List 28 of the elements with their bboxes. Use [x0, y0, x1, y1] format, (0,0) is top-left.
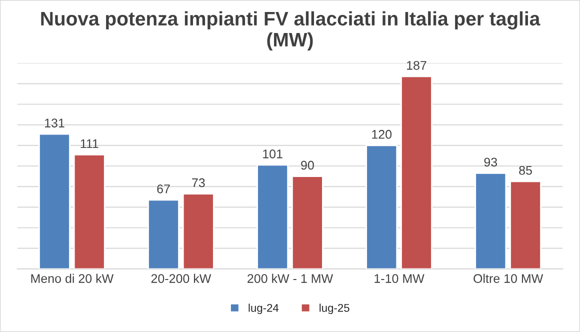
- bar: [366, 144, 398, 269]
- x-tick-label: 1-10 MW: [374, 274, 424, 283]
- chart-title: Nuova potenza impianti FV allacciati in Italia per taglia (MW): [41, 11, 540, 50]
- bar: [291, 176, 324, 269]
- legend-label: lug-25: [320, 304, 350, 314]
- x-tick-label: Meno di 20 kW: [31, 274, 114, 283]
- x-tick-label: Oltre 10 MW: [474, 274, 544, 283]
- data-label: 111: [80, 139, 98, 148]
- data-label: 73: [192, 178, 205, 188]
- bar: [256, 164, 289, 269]
- data-label: 67: [157, 184, 170, 194]
- data-label: 85: [519, 166, 532, 175]
- data-label: 187: [407, 60, 426, 70]
- x-tick-label: 20-200 kW: [151, 274, 212, 283]
- data-label: 131: [45, 118, 64, 128]
- bar: [510, 180, 542, 269]
- data-label: 101: [263, 149, 282, 158]
- bar: [73, 154, 106, 269]
- bar: [38, 133, 70, 269]
- data-label: 90: [301, 160, 314, 170]
- bar: [400, 76, 432, 269]
- data-label: 93: [484, 158, 498, 167]
- x-tick-label: 200 kW - 1 MW: [248, 274, 334, 283]
- bar: [182, 193, 214, 269]
- bar: [474, 172, 507, 269]
- data-label: 120: [372, 130, 392, 139]
- bar: [148, 199, 180, 269]
- legend-label: lug-24: [248, 304, 279, 314]
